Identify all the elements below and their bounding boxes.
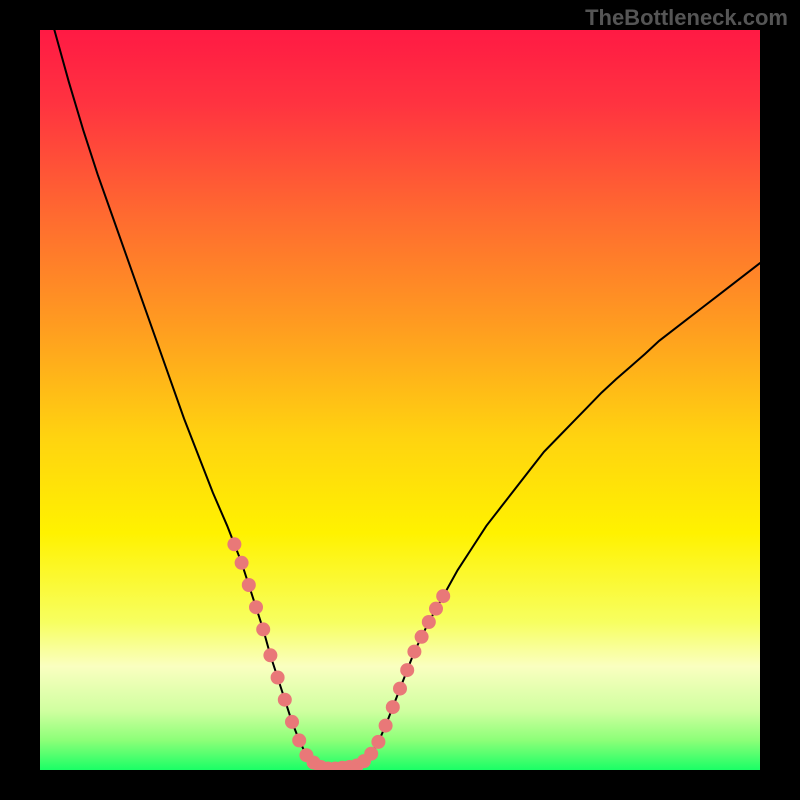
gradient-background bbox=[40, 30, 760, 770]
chart-container: TheBottleneck.com bbox=[0, 0, 800, 800]
plot-svg bbox=[40, 30, 760, 770]
watermark-text: TheBottleneck.com bbox=[585, 5, 788, 31]
